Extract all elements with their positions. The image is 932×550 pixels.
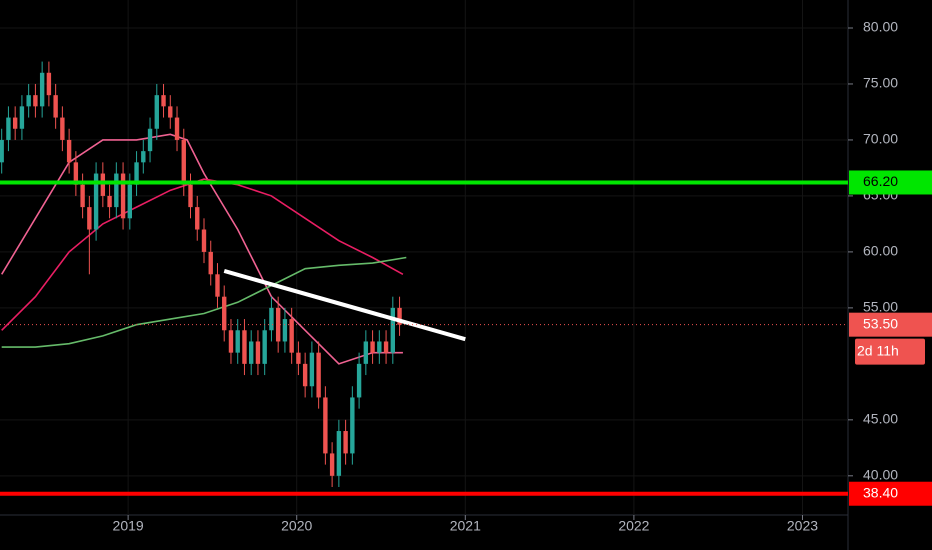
candle-body (107, 195, 112, 208)
candle-body (127, 184, 133, 219)
candle-body (255, 341, 261, 364)
candle-body (235, 330, 240, 353)
candle-body (0, 139, 4, 163)
candle-body (147, 128, 153, 152)
y-tick-label: 60.00 (863, 243, 898, 259)
moving-average (1, 133, 403, 365)
moving-average (1, 178, 404, 331)
candle-body (26, 95, 31, 107)
candle-body (242, 330, 247, 364)
moving-average (1, 256, 407, 348)
y-tick-label: 75.00 (863, 75, 898, 91)
level-box (849, 170, 932, 195)
candle-body (39, 72, 45, 107)
candle-body (73, 162, 79, 185)
candle-body (87, 207, 92, 230)
y-tick-label: 55.00 (863, 299, 898, 315)
level-label: 66.20 (863, 173, 898, 189)
candle-body (181, 139, 186, 185)
x-tick-label: 2023 (787, 518, 818, 534)
candle-body (53, 95, 58, 118)
candle-body (6, 117, 11, 140)
x-tick-label: 2020 (281, 518, 312, 534)
candle-body (282, 319, 288, 342)
candle-body (249, 341, 254, 364)
candle-body (302, 363, 308, 387)
candle-body (296, 352, 301, 364)
level-label: 38.40 (863, 484, 898, 500)
y-tick-label: 70.00 (863, 131, 898, 147)
candle-body (161, 95, 166, 107)
x-tick-label: 2021 (450, 518, 481, 534)
candle-body (215, 274, 220, 297)
candle-body (350, 397, 355, 454)
trend-line (223, 269, 466, 342)
level-box (849, 481, 932, 506)
candle-body (168, 106, 173, 118)
candle-body (289, 319, 294, 353)
candle-body (201, 229, 207, 252)
candle-body (377, 341, 382, 353)
candle-body (316, 352, 321, 398)
candle-body (60, 117, 65, 140)
candle-body (174, 117, 180, 140)
candle-body (222, 296, 227, 331)
candle-body (363, 341, 369, 364)
candle-body (329, 453, 335, 476)
last-price-label: 53.50 (863, 315, 898, 331)
candle-body (188, 184, 193, 208)
x-tick-label: 2022 (618, 518, 649, 534)
candle-body (66, 139, 72, 163)
candle-body (208, 251, 213, 275)
candle-body (323, 397, 328, 454)
candle-body (356, 363, 362, 398)
x-tick-label: 2019 (113, 518, 144, 534)
candle-body (141, 151, 146, 163)
candle-body (154, 95, 159, 129)
last-price-box (849, 312, 932, 337)
candle-body (397, 307, 402, 325)
candle-body (275, 307, 281, 342)
candle-body (12, 117, 18, 129)
candle-body (114, 173, 119, 208)
candle-body (134, 162, 139, 185)
countdown-box (855, 338, 925, 365)
candle-body (46, 72, 52, 96)
y-tick-label: 80.00 (863, 19, 898, 35)
candle-body (93, 173, 99, 230)
candle-body (19, 106, 25, 129)
candle-body (33, 95, 38, 107)
candle-body (195, 207, 200, 230)
y-tick-label: 40.00 (863, 467, 898, 483)
countdown-label: 2d 11h (857, 342, 899, 358)
candle-body (390, 307, 396, 353)
candle-body (80, 184, 85, 208)
candle-body (309, 352, 315, 387)
y-tick-label: 45.00 (863, 411, 898, 427)
candle-body (228, 330, 234, 353)
candle-body (269, 307, 274, 331)
candle-body (370, 341, 375, 353)
candle-body (383, 341, 389, 353)
candle-body (262, 330, 267, 364)
candle-body (343, 431, 348, 454)
candle-body (100, 173, 106, 196)
candle-body (120, 173, 126, 219)
candle-body (336, 431, 342, 476)
